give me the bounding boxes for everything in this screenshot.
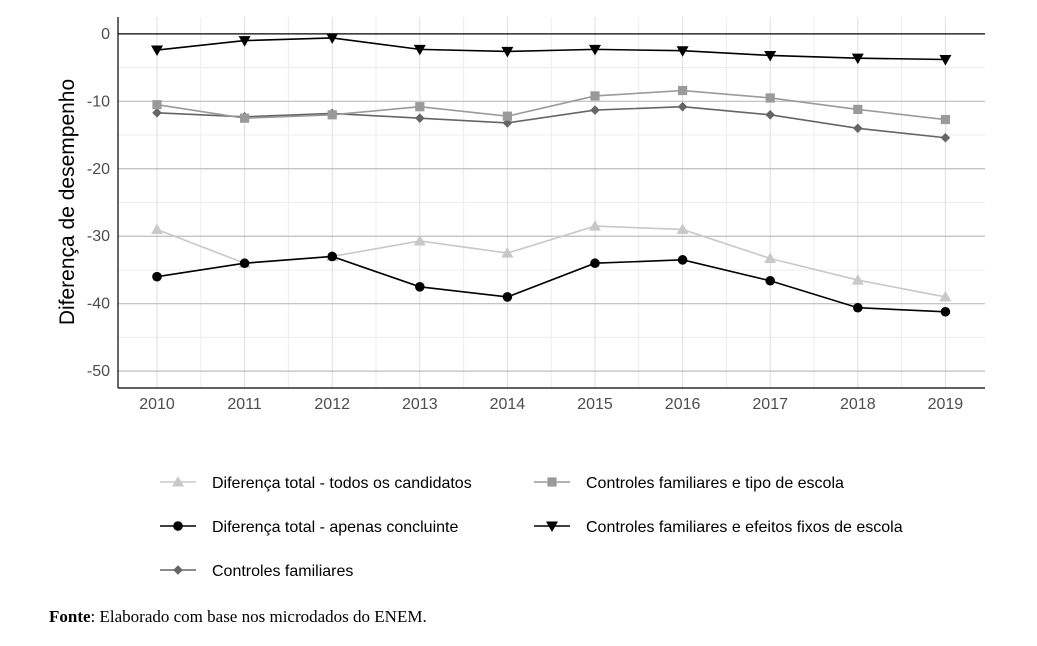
data-point xyxy=(590,105,600,115)
x-tick-label: 2018 xyxy=(840,396,876,413)
data-point xyxy=(239,258,250,269)
data-point xyxy=(502,292,513,302)
y-tick-label: -30 xyxy=(87,228,110,245)
x-tick-label: 2010 xyxy=(139,396,175,413)
data-point xyxy=(152,271,162,282)
y-tick-labels: 0 -10 -20 -30 -40 -50 xyxy=(87,26,110,380)
series-1 xyxy=(152,251,951,317)
data-point xyxy=(676,223,689,234)
x-tick-label: 2013 xyxy=(402,396,438,413)
data-point xyxy=(764,50,777,62)
data-point xyxy=(765,93,775,103)
series-line xyxy=(156,37,946,61)
x-tick-label: 2014 xyxy=(490,396,526,413)
data-point xyxy=(327,110,337,120)
x-tick-labels: 2010 2011 2012 2013 2014 2015 2016 2017 2018 2019 xyxy=(139,396,963,413)
source-note: Fonte: Elaborado com base nos microdados… xyxy=(49,607,427,627)
axes xyxy=(117,17,985,389)
legend-item: Controles familiares e tipo de escola xyxy=(534,475,844,492)
legend-key-marker xyxy=(546,521,558,532)
legend-key-marker xyxy=(173,521,183,531)
legend-item: Diferença total - todos os candidatos xyxy=(160,475,472,492)
data-point xyxy=(939,54,952,66)
y-tick-label: -20 xyxy=(87,161,110,178)
data-point xyxy=(152,100,162,110)
legend-label: Diferença total - apenas concluinte xyxy=(212,519,458,536)
data-point xyxy=(151,45,163,57)
data-point xyxy=(589,44,601,56)
y-axis-label: Diferença de desempenho xyxy=(56,79,79,325)
legend-label: Controles familiares e tipo de escola xyxy=(586,475,844,492)
data-point xyxy=(502,111,512,121)
y-tick-label: -50 xyxy=(87,363,110,380)
data-point xyxy=(940,132,951,143)
x-tick-label: 2016 xyxy=(665,396,701,413)
major-gridlines xyxy=(118,17,985,388)
data-point xyxy=(152,107,162,118)
data-point xyxy=(676,46,689,57)
series-3 xyxy=(152,85,950,125)
series-4 xyxy=(151,33,952,66)
data-point xyxy=(940,306,951,317)
series-line xyxy=(156,89,946,121)
legend-label: Diferença total - todos os candidatos xyxy=(212,475,472,492)
legend-key-marker xyxy=(172,476,184,487)
x-tick-label: 2017 xyxy=(752,396,788,413)
data-point xyxy=(765,275,775,286)
data-point xyxy=(501,247,514,258)
minor-gridlines xyxy=(118,17,985,388)
data-point xyxy=(413,44,426,56)
data-point xyxy=(240,113,250,123)
data-point xyxy=(853,302,863,313)
legend-label: Controles familiares xyxy=(212,563,353,580)
data-point xyxy=(939,290,952,302)
legend-key-marker xyxy=(173,565,183,575)
data-point xyxy=(940,114,950,125)
y-tick-label: -10 xyxy=(87,93,110,110)
data-point xyxy=(501,46,514,58)
data-point xyxy=(415,113,425,123)
data-point xyxy=(590,91,600,101)
y-tick-label: 0 xyxy=(101,26,110,43)
legend-item: Controles familiares e efeitos fixos de … xyxy=(534,519,903,536)
data-point xyxy=(589,220,601,231)
line-chart: 0-10-20-30-40-50 2010 2011 2012 2013 2014 201… xyxy=(56,17,985,580)
legend-item: Diferença total - apenas concluinte xyxy=(160,519,458,536)
legend: Diferença total - todos os candidatos Dif… xyxy=(160,475,903,580)
data-point xyxy=(764,252,777,263)
legend-item: Controles familiares xyxy=(160,563,353,580)
legend-label: Controles familiares e efeitos fixos de … xyxy=(586,519,903,536)
series-line xyxy=(156,255,946,313)
source-text: : Elaborado com base nos microdados do E… xyxy=(90,607,427,626)
data-point xyxy=(765,110,775,120)
legend-key-marker xyxy=(547,477,557,487)
data-point xyxy=(678,85,688,96)
x-tick-label: 2019 xyxy=(928,396,964,413)
data-point xyxy=(677,101,688,112)
y-tick-label: -40 xyxy=(87,296,110,313)
data-point xyxy=(415,282,425,292)
x-tick-label: 2015 xyxy=(577,396,613,413)
data-point xyxy=(590,258,600,269)
x-tick-label: 2011 xyxy=(227,396,262,413)
data-point xyxy=(413,234,426,246)
source-label: Fonte xyxy=(49,607,91,626)
data-point xyxy=(677,255,688,265)
data-point xyxy=(853,104,863,115)
data-point xyxy=(853,123,863,134)
x-tick-label: 2012 xyxy=(314,396,350,413)
data-point xyxy=(151,223,163,234)
series-layer xyxy=(151,33,952,317)
data-point xyxy=(415,102,425,112)
data-point xyxy=(326,33,339,44)
data-point xyxy=(851,274,864,285)
data-point xyxy=(238,36,251,47)
series-line xyxy=(156,105,946,139)
data-point xyxy=(851,53,864,65)
data-point xyxy=(327,251,338,262)
